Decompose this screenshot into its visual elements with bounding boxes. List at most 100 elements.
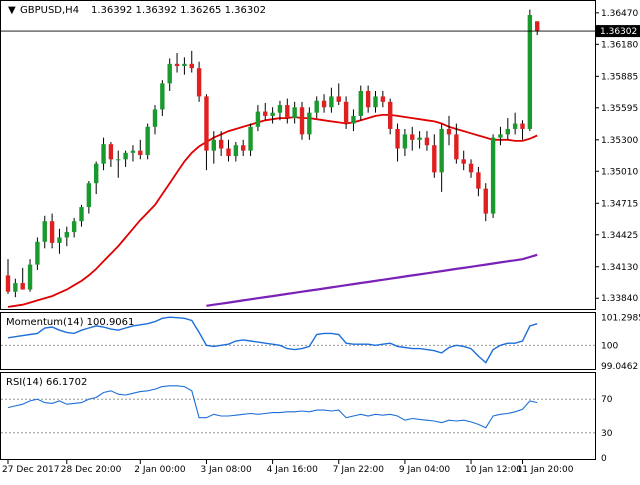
candle-body: [248, 126, 253, 151]
candle: [116, 150, 121, 178]
time-axis: 27 Dec 2017 28 Dec 20:00 2 Jan 00:00 3 Jan …: [2, 460, 574, 475]
candle-body: [174, 63, 180, 67]
candle-body: [218, 139, 224, 149]
candle: [248, 123, 253, 157]
candle-body: [476, 172, 481, 189]
candle-body: [446, 128, 452, 135]
candle: [336, 83, 341, 106]
candle: [160, 80, 165, 116]
candle-body: [314, 100, 319, 113]
candle-body: [101, 144, 106, 164]
candle: [174, 53, 180, 73]
candle-body: [20, 283, 25, 290]
candle: [35, 237, 40, 271]
candle: [86, 181, 92, 214]
momentum-tick-label: 99.0462: [601, 362, 638, 372]
main-panel-frame: [0, 0, 596, 310]
price-tick-label: 1.36470: [601, 9, 638, 19]
candle-body: [57, 237, 62, 243]
candle: [94, 161, 99, 195]
candle: [255, 105, 261, 132]
candle: [226, 139, 231, 162]
candle: [417, 131, 422, 149]
price-tick-label: 1.35595: [601, 104, 638, 114]
candle-body: [116, 159, 121, 161]
header-triangle-icon: ▼: [8, 5, 16, 16]
rsi-tick-label: 0: [601, 454, 607, 464]
candle: [49, 213, 55, 249]
candle: [498, 126, 503, 146]
candle-body: [535, 21, 540, 32]
price-tick-label: 1.35010: [601, 167, 638, 177]
candle: [439, 123, 444, 192]
price-tick-label: 1.36180: [601, 40, 638, 50]
candle: [263, 102, 268, 121]
candles-layer: [5, 9, 540, 298]
candle-body: [454, 134, 459, 160]
rsi-tick-label: 70: [601, 395, 613, 405]
candle: [468, 159, 474, 178]
candle: [343, 96, 349, 129]
candle: [145, 123, 150, 160]
rsi-line: [7, 385, 538, 429]
candle-body: [388, 101, 393, 129]
candle-body: [329, 96, 334, 108]
candle-body: [380, 96, 386, 102]
candle-body: [123, 152, 128, 160]
candle-body: [130, 150, 136, 153]
candle-body: [292, 107, 297, 119]
time-tick-label: 2 Jan 00:00: [134, 465, 186, 475]
candle: [285, 98, 290, 124]
candle: [123, 150, 128, 167]
candle-body: [299, 107, 305, 135]
current-price-layer: 1.36302: [0, 25, 640, 37]
candle-body: [255, 111, 261, 127]
candle: [211, 131, 216, 164]
candle: [101, 137, 106, 171]
candle: [108, 141, 114, 167]
candle-body: [226, 148, 231, 157]
candle: [182, 57, 187, 75]
momentum-tick-label: 100: [601, 341, 618, 351]
momentum-layer: 101.2985 100 99.0462: [1, 313, 640, 372]
candle: [57, 228, 62, 254]
candle-body: [94, 163, 99, 184]
candle-body: [351, 115, 356, 124]
rsi-panel-frame: [0, 372, 596, 460]
candle-body: [211, 139, 216, 151]
candle-body: [263, 111, 268, 116]
candle: [307, 107, 312, 140]
candle-body: [145, 126, 150, 155]
candle-body: [358, 90, 363, 116]
time-tick-label: 3 Jan 08:00: [200, 465, 252, 475]
candle: [351, 109, 356, 132]
candle-body: [410, 134, 415, 140]
candle-body: [167, 63, 172, 84]
candle: [64, 226, 69, 247]
time-tick-label: 10 Jan 12:00: [465, 465, 522, 475]
price-axis: 1.36470 1.36180 1.35885 1.35595 1.35300 1.350…: [595, 9, 638, 304]
candle: [20, 267, 25, 290]
symbol-label: GBPUSD,H4: [20, 5, 79, 16]
candle: [204, 94, 209, 171]
candle-body: [160, 83, 165, 110]
candle: [241, 139, 246, 157]
candle: [13, 278, 18, 298]
candle-body: [395, 128, 400, 149]
candle-body: [196, 68, 202, 97]
candle: [270, 107, 275, 124]
candle-body: [189, 63, 194, 69]
candle-body: [424, 137, 430, 146]
price-tick-label: 1.35300: [601, 136, 638, 146]
candle-body: [270, 112, 275, 116]
candle-body: [241, 145, 246, 151]
price-tick-label: 1.34715: [601, 199, 638, 209]
candle: [314, 96, 319, 119]
candle-body: [49, 221, 55, 243]
candle: [373, 90, 378, 113]
current-price-box: [596, 25, 640, 38]
ma-slow-line: [206, 253, 538, 307]
candle: [388, 98, 393, 135]
rsi-tick-label: 30: [601, 429, 613, 439]
